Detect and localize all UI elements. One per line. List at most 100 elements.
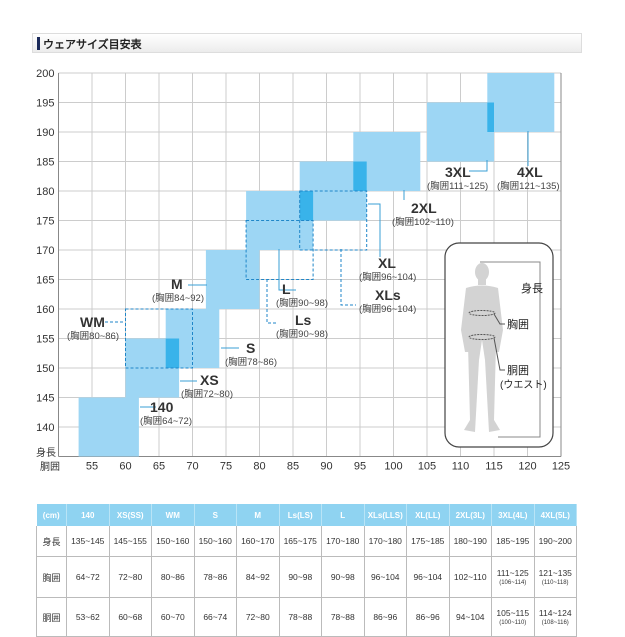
size-chart: 55 60 65 70 75 80 85 90 95 100 105 110 115 120 125 140 1… bbox=[36, 68, 570, 473]
table-cell: 78~88 bbox=[321, 597, 365, 637]
x-tick-label: 100 bbox=[384, 461, 402, 473]
y-tick-label: 190 bbox=[36, 127, 54, 139]
size-label-m: M bbox=[171, 276, 183, 292]
cell-value: 170~180 bbox=[368, 536, 402, 546]
y-axis-label: 身長 bbox=[36, 446, 56, 459]
y-tick-label: 165 bbox=[36, 275, 54, 287]
size-label-3xl: 3XL bbox=[445, 164, 471, 180]
x-tick-label: 55 bbox=[86, 461, 98, 473]
unit-header: (cm) bbox=[36, 504, 67, 526]
cell-subvalue: (100~110) bbox=[499, 620, 527, 626]
x-tick-label: 115 bbox=[485, 461, 503, 473]
table-cell: 175~185 bbox=[406, 526, 450, 557]
x-tick-label: 110 bbox=[452, 461, 470, 473]
cell-value: 121~135 bbox=[538, 568, 572, 578]
cell-value: 53~62 bbox=[75, 612, 100, 622]
cell-value: 150~160 bbox=[198, 536, 232, 546]
size-label-xs: XS bbox=[200, 372, 219, 388]
cell-value: 190~200 bbox=[538, 536, 572, 546]
column-header: M bbox=[236, 504, 280, 526]
y-tick-label: 175 bbox=[36, 216, 54, 228]
y-tick-label: 140 bbox=[36, 422, 54, 434]
table-cell: 121~135 (110~118) bbox=[533, 556, 577, 598]
y-tick-label: 180 bbox=[36, 186, 54, 198]
body-silhouette-icon bbox=[461, 263, 503, 432]
table-cell: 64~72 bbox=[66, 556, 110, 598]
size-overlap bbox=[487, 102, 494, 132]
figure-waist-label: 胴囲 bbox=[507, 364, 529, 377]
cell-value: 185~195 bbox=[496, 536, 530, 546]
cell-value: 105~115 bbox=[496, 608, 530, 618]
size-label-l: L bbox=[282, 281, 291, 297]
cell-subvalue: (110~118) bbox=[541, 580, 569, 586]
size-box-3xl bbox=[427, 102, 494, 162]
cell-value: 72~80 bbox=[245, 612, 270, 622]
cell-value: 150~160 bbox=[156, 536, 190, 546]
leader-line-3xl bbox=[469, 160, 488, 172]
cell-value: 165~175 bbox=[283, 536, 317, 546]
chest-note-l: (胸囲90~98) bbox=[276, 297, 328, 309]
chest-note-xls: (胸囲96~104) bbox=[359, 303, 416, 315]
cell-value: 78~88 bbox=[330, 612, 355, 622]
table-cell: 111~125 (106~114) bbox=[491, 556, 535, 598]
cell-value: 64~72 bbox=[75, 572, 100, 582]
body-figure: 身長 胸囲 胴囲 (ウエスト) bbox=[444, 242, 554, 448]
column-header: XS(SS) bbox=[109, 504, 152, 526]
y-tick-label: 195 bbox=[36, 98, 54, 110]
table-cell: 114~124 (108~116) bbox=[533, 597, 577, 637]
section-title-bar: ウェアサイズ目安表 bbox=[32, 33, 582, 53]
size-overlap bbox=[353, 161, 367, 191]
table-cell: 170~180 bbox=[321, 526, 365, 557]
table-row: 胸囲 64~72 72~80 80~86 78~86 84~92 90~98 90~98 96~… bbox=[36, 556, 577, 598]
x-tick-label: 65 bbox=[153, 461, 165, 473]
table-cell: 90~98 bbox=[278, 556, 322, 598]
cell-value: 90~98 bbox=[288, 572, 313, 582]
figure-height-label: 身長 bbox=[521, 281, 543, 295]
y-tick-label: 155 bbox=[36, 334, 54, 346]
cell-value: 170~180 bbox=[326, 536, 360, 546]
x-tick-label: 80 bbox=[253, 461, 265, 473]
table-cell: 96~104 bbox=[406, 556, 450, 598]
cell-value: 160~170 bbox=[241, 536, 275, 546]
cell-value: 102~110 bbox=[453, 572, 487, 582]
table-cell: 150~160 bbox=[193, 526, 237, 557]
cell-value: 111~125 bbox=[496, 568, 529, 578]
table-cell: 72~80 bbox=[236, 597, 280, 637]
row-header: 胸囲 bbox=[36, 556, 67, 598]
cell-value: 72~80 bbox=[118, 572, 143, 582]
table-cell: 96~104 bbox=[363, 556, 407, 598]
cell-value: 80~86 bbox=[160, 572, 185, 582]
size-label-xls: XLs bbox=[375, 287, 401, 303]
size-box-xls bbox=[299, 190, 368, 251]
figure-chest-label: 胸囲 bbox=[507, 317, 529, 331]
size-label-s: S bbox=[246, 340, 255, 356]
y-tick-label: 170 bbox=[36, 245, 54, 257]
leader-line-xls bbox=[340, 249, 356, 306]
size-overlap bbox=[299, 191, 314, 221]
row-header: 胴囲 bbox=[36, 597, 67, 637]
size-box-wm bbox=[125, 308, 193, 369]
leader-line-l bbox=[278, 249, 296, 291]
chest-note-xs: (胸囲72~80) bbox=[181, 388, 233, 400]
size-label-wm: WM bbox=[80, 314, 105, 330]
cell-value: 94~104 bbox=[455, 612, 485, 622]
column-header: 3XL(4L) bbox=[491, 504, 535, 526]
table-cell: 78~88 bbox=[278, 597, 322, 637]
table-cell: 86~96 bbox=[363, 597, 407, 637]
table-cell: 135~145 bbox=[66, 526, 110, 557]
table-cell: 80~86 bbox=[151, 556, 195, 598]
table-cell: 180~190 bbox=[448, 526, 492, 557]
table-cell: 170~180 bbox=[363, 526, 407, 557]
x-axis-label: 胴囲 bbox=[40, 461, 60, 473]
table-cell: 66~74 bbox=[193, 597, 237, 637]
column-header: 2XL(3L) bbox=[449, 504, 492, 526]
column-header: L bbox=[321, 504, 365, 526]
chest-note-140: (胸囲64~72) bbox=[140, 415, 192, 427]
cell-value: 175~185 bbox=[411, 536, 445, 546]
size-label-140: 140 bbox=[150, 399, 174, 415]
table-cell: 72~80 bbox=[108, 556, 152, 598]
table-cell: 60~68 bbox=[108, 597, 152, 637]
cell-value: 78~88 bbox=[288, 612, 313, 622]
column-header: 4XL(5L) bbox=[534, 504, 577, 526]
y-tick-label: 145 bbox=[36, 393, 54, 405]
